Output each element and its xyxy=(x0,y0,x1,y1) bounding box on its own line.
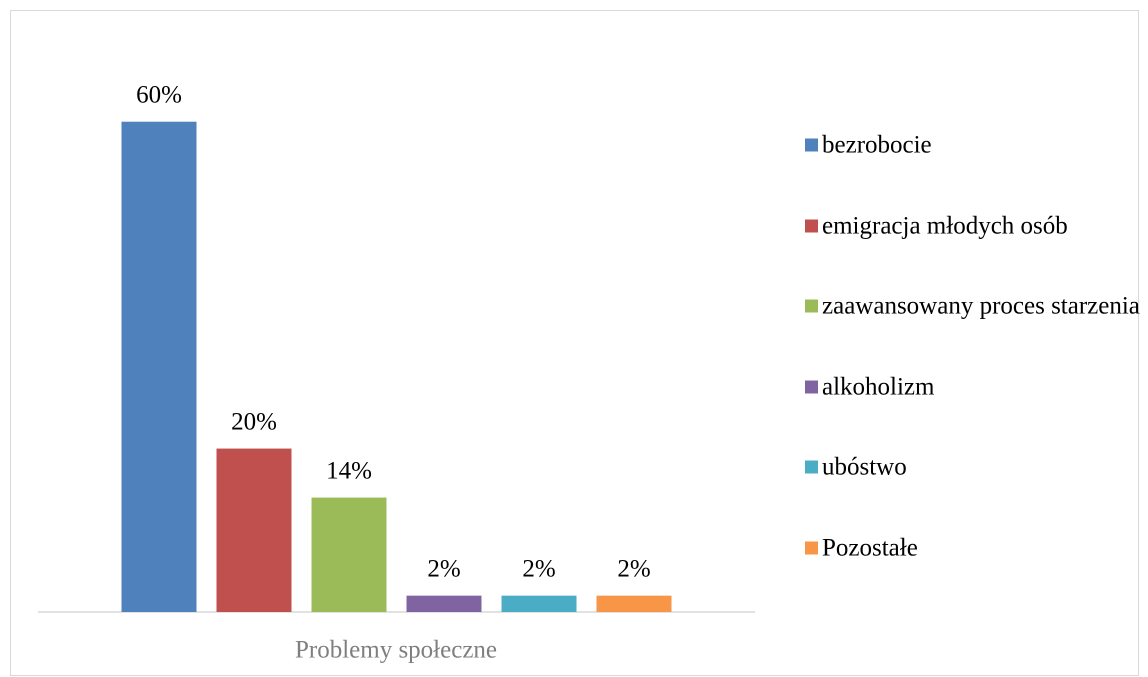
legend-label: alkoholizm xyxy=(822,373,935,401)
legend-swatch xyxy=(805,219,818,233)
legend-item: bezrobocie xyxy=(805,128,1145,163)
legend-label: ubóstwo xyxy=(822,453,907,481)
legend-item: alkoholizm xyxy=(805,369,1145,404)
legend-item: emigracja młodych osób xyxy=(805,208,1145,243)
bar xyxy=(311,497,387,612)
bar xyxy=(501,595,577,612)
legend-swatch xyxy=(805,299,818,313)
legend-item: ubóstwo xyxy=(805,450,1145,485)
chart-border xyxy=(10,10,1139,676)
legend-label: emigracja młodych osób xyxy=(822,212,1068,240)
legend-label: Pozostałe xyxy=(822,534,918,562)
bar xyxy=(596,595,672,612)
bar xyxy=(216,448,292,612)
legend-label: zaawansowany proces starzenia xyxy=(822,292,1140,320)
legend-swatch xyxy=(805,380,818,394)
bar xyxy=(406,595,482,612)
x-tick-label: Problemy społeczne xyxy=(295,637,497,664)
legend-item: Pozostałe xyxy=(805,531,1145,566)
data-label: 2% xyxy=(522,555,555,582)
legend-label: bezrobocie xyxy=(822,131,932,159)
data-label: 2% xyxy=(427,555,460,582)
legend-swatch xyxy=(805,460,818,474)
data-label: 60% xyxy=(136,81,182,108)
legend-item: zaawansowany proces starzenia xyxy=(805,289,1145,324)
data-label: 14% xyxy=(326,457,372,484)
legend-swatch xyxy=(805,541,818,555)
legend-swatch xyxy=(805,138,818,152)
data-label: 2% xyxy=(617,555,650,582)
data-label: 20% xyxy=(231,408,277,435)
bar xyxy=(121,121,197,612)
